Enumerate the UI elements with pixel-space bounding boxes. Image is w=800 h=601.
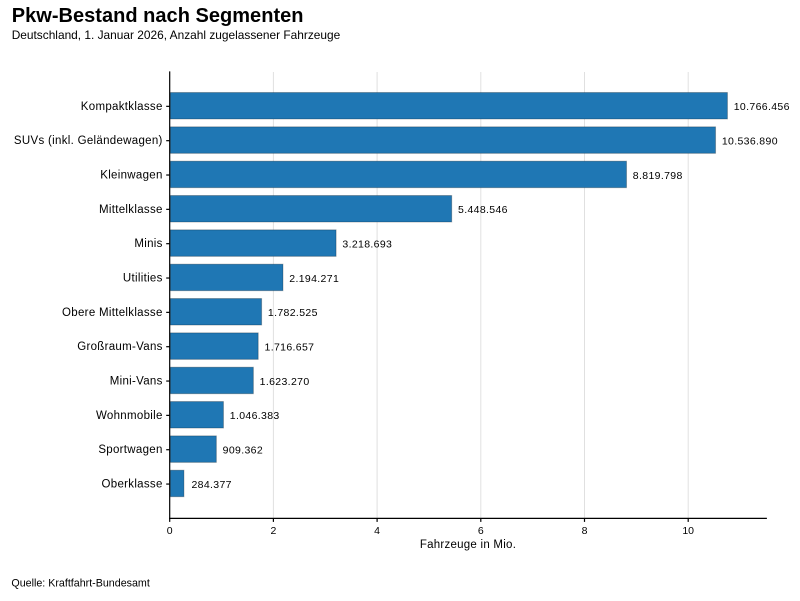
svg-text:8: 8 — [582, 525, 588, 537]
svg-text:1.782.525: 1.782.525 — [268, 307, 318, 319]
svg-text:Quelle: Kraftfahrt-Bundesamt: Quelle: Kraftfahrt-Bundesamt — [11, 578, 149, 590]
svg-text:10.766.456: 10.766.456 — [734, 101, 790, 113]
svg-text:10.536.890: 10.536.890 — [722, 136, 778, 148]
svg-text:Obere Mittelklasse: Obere Mittelklasse — [62, 307, 163, 319]
svg-text:284.377: 284.377 — [191, 479, 231, 491]
svg-text:4: 4 — [374, 525, 380, 537]
svg-text:Mittelklasse: Mittelklasse — [99, 204, 163, 216]
svg-text:Pkw-Bestand nach Segmenten: Pkw-Bestand nach Segmenten — [12, 5, 304, 27]
svg-text:Großraum-Vans: Großraum-Vans — [77, 341, 162, 353]
svg-text:5.448.546: 5.448.546 — [458, 204, 508, 216]
svg-text:Wohnmobile: Wohnmobile — [96, 410, 163, 422]
svg-text:1.716.657: 1.716.657 — [265, 342, 315, 354]
svg-text:2.194.271: 2.194.271 — [289, 273, 339, 285]
svg-text:Kompaktklasse: Kompaktklasse — [81, 101, 163, 113]
svg-text:1.623.270: 1.623.270 — [260, 376, 310, 388]
svg-text:Utilities: Utilities — [123, 273, 163, 285]
svg-text:Mini-Vans: Mini-Vans — [110, 376, 163, 388]
svg-text:Minis: Minis — [134, 238, 162, 250]
svg-text:Fahrzeuge in Mio.: Fahrzeuge in Mio. — [420, 539, 516, 551]
svg-text:0: 0 — [167, 525, 173, 537]
svg-text:2: 2 — [270, 525, 276, 537]
svg-text:10: 10 — [682, 525, 694, 537]
svg-text:3.218.693: 3.218.693 — [342, 239, 392, 251]
svg-text:Oberklasse: Oberklasse — [102, 479, 163, 491]
svg-text:SUVs (inkl. Geländewagen): SUVs (inkl. Geländewagen) — [14, 135, 163, 147]
svg-text:Deutschland, 1. Januar 2026, A: Deutschland, 1. Januar 2026, Anzahl zuge… — [12, 28, 341, 42]
svg-text:Kleinwagen: Kleinwagen — [100, 170, 162, 182]
svg-text:1.046.383: 1.046.383 — [230, 410, 280, 422]
svg-text:8.819.798: 8.819.798 — [633, 170, 683, 182]
svg-text:6: 6 — [478, 525, 484, 537]
svg-text:909.362: 909.362 — [223, 445, 263, 457]
svg-text:Sportwagen: Sportwagen — [98, 444, 162, 456]
